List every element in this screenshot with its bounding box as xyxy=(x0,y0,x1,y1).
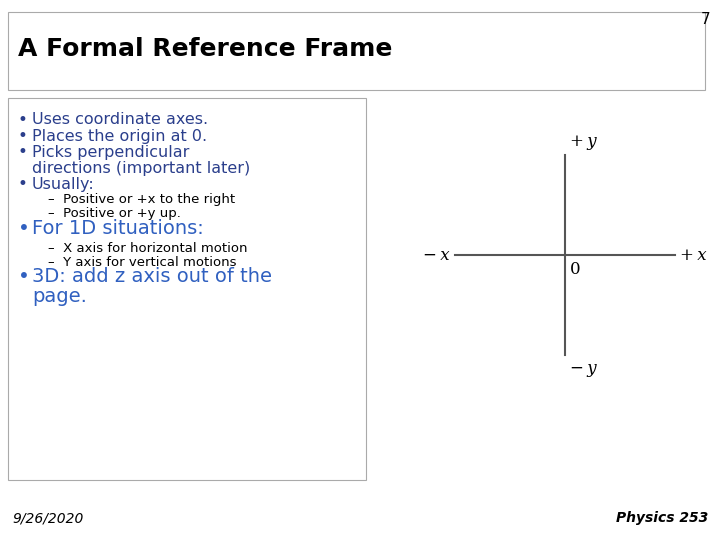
Text: 7: 7 xyxy=(701,12,710,27)
Text: 0: 0 xyxy=(570,261,580,278)
Text: 3D: add z axis out of the: 3D: add z axis out of the xyxy=(32,267,272,286)
Text: –  X axis for horizontal motion: – X axis for horizontal motion xyxy=(48,241,248,254)
Text: –  Y axis for vertical motions: – Y axis for vertical motions xyxy=(48,255,236,268)
Text: Places the origin at 0.: Places the origin at 0. xyxy=(32,129,207,144)
Text: •: • xyxy=(18,127,28,145)
Text: •: • xyxy=(18,143,28,161)
Text: Usually:: Usually: xyxy=(32,177,95,192)
Text: Uses coordinate axes.: Uses coordinate axes. xyxy=(32,112,208,127)
Text: •: • xyxy=(18,111,28,129)
Text: − y: − y xyxy=(570,360,597,377)
Bar xyxy=(8,12,705,90)
Text: 9/26/2020: 9/26/2020 xyxy=(12,511,84,525)
Text: •: • xyxy=(18,175,28,193)
Text: page.: page. xyxy=(32,287,87,306)
Text: For 1D situations:: For 1D situations: xyxy=(32,219,204,238)
Text: + y: + y xyxy=(570,133,597,150)
Text: Picks perpendicular: Picks perpendicular xyxy=(32,145,189,159)
Text: –  Positive or +y up.: – Positive or +y up. xyxy=(48,207,181,220)
Text: directions (important later): directions (important later) xyxy=(32,160,251,176)
Text: A Formal Reference Frame: A Formal Reference Frame xyxy=(18,37,392,62)
Text: –  Positive or +x to the right: – Positive or +x to the right xyxy=(48,193,235,206)
Text: Physics 253: Physics 253 xyxy=(616,511,708,525)
Text: •: • xyxy=(18,219,30,238)
Text: − x: − x xyxy=(423,246,450,264)
Text: •: • xyxy=(18,267,30,286)
Text: + x: + x xyxy=(680,246,706,264)
Bar xyxy=(8,98,366,480)
